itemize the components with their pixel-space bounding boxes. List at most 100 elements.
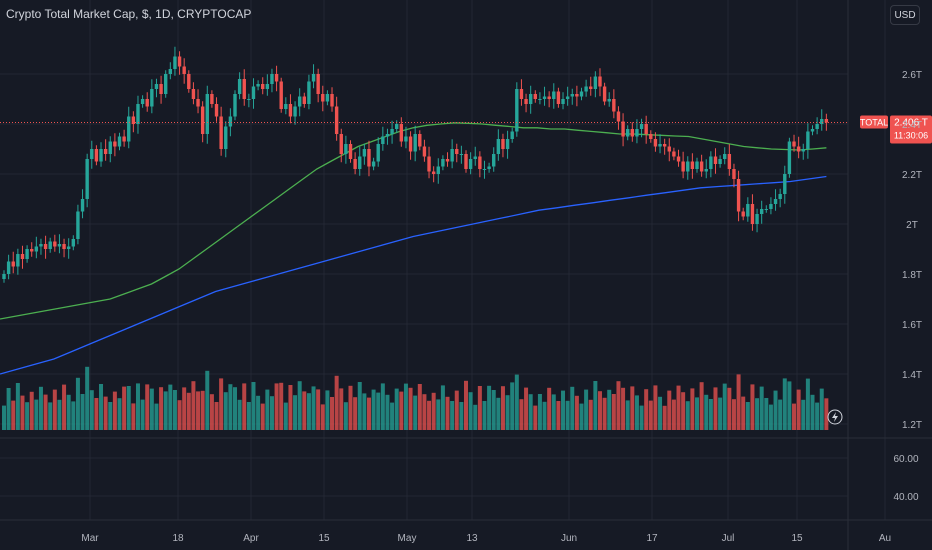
candle-body bbox=[399, 124, 404, 142]
volume-bar bbox=[380, 383, 385, 430]
volume-bar bbox=[43, 394, 48, 430]
candle-body bbox=[820, 119, 824, 124]
candle-body bbox=[487, 166, 491, 169]
moving-average-slow bbox=[0, 175, 827, 375]
candle-body bbox=[468, 159, 473, 169]
volume-bar bbox=[366, 397, 371, 430]
candle-body bbox=[441, 159, 445, 167]
candle-body bbox=[713, 156, 718, 164]
candle-body bbox=[43, 244, 48, 249]
volume-bar bbox=[205, 370, 210, 430]
candle-body bbox=[538, 99, 542, 100]
volume-bar bbox=[357, 382, 362, 430]
candle-body bbox=[85, 159, 89, 199]
volume-bar bbox=[496, 397, 501, 430]
volume-bar bbox=[574, 395, 579, 430]
candle-body bbox=[764, 209, 768, 210]
x-tick-label: Jun bbox=[561, 533, 577, 544]
volume-bar bbox=[159, 387, 164, 430]
volume-bar bbox=[251, 382, 256, 430]
candle-body bbox=[727, 154, 732, 169]
volume-bar bbox=[385, 394, 390, 430]
volume-tick-label: 60.00 bbox=[893, 454, 918, 465]
candle-body bbox=[293, 106, 297, 117]
volume-bar bbox=[741, 396, 746, 430]
candle-body bbox=[390, 129, 394, 134]
candle-body bbox=[413, 134, 417, 152]
candle-body bbox=[575, 94, 579, 97]
volume-bar bbox=[750, 384, 755, 430]
volume-bar bbox=[524, 387, 529, 430]
candle-body bbox=[284, 104, 288, 109]
candle-body bbox=[482, 169, 487, 170]
candle-body bbox=[145, 99, 149, 107]
volume-bar bbox=[491, 390, 496, 430]
candle-body bbox=[783, 174, 787, 194]
volume-bar bbox=[602, 397, 607, 430]
volume-bar bbox=[487, 385, 492, 430]
volume-bar bbox=[454, 390, 459, 430]
candle-body bbox=[418, 134, 422, 147]
volume-bar bbox=[334, 375, 339, 430]
x-tick-label: 15 bbox=[791, 533, 803, 544]
candle-body bbox=[750, 204, 755, 224]
candle-body bbox=[376, 144, 380, 162]
volume-bar bbox=[824, 398, 829, 430]
volume-bar bbox=[265, 389, 270, 430]
candle-body bbox=[796, 146, 801, 152]
candle-body bbox=[187, 74, 191, 89]
candle-body bbox=[210, 94, 214, 104]
x-tick-label: Apr bbox=[243, 533, 259, 544]
candle-body bbox=[787, 141, 792, 174]
volume-bar bbox=[330, 397, 335, 430]
volume-bar bbox=[103, 396, 108, 430]
candle-body bbox=[824, 119, 829, 123]
candle-body bbox=[307, 81, 311, 104]
volume-bar bbox=[533, 405, 538, 430]
volume-bar bbox=[611, 394, 616, 430]
volume-bar bbox=[759, 386, 764, 430]
candle-body bbox=[686, 161, 690, 172]
chart-title: Crypto Total Market Cap, $, 1D, CRYPTOCA… bbox=[6, 7, 252, 21]
countdown-timer: 11:30:06 bbox=[894, 131, 928, 141]
volume-bar bbox=[556, 401, 561, 430]
volume-bar bbox=[145, 384, 150, 430]
volume-bar bbox=[371, 389, 376, 430]
volume-bar bbox=[15, 383, 20, 430]
candle-body bbox=[237, 79, 242, 94]
candle-body bbox=[76, 211, 80, 239]
candle-body bbox=[649, 134, 653, 139]
candle-body bbox=[505, 139, 510, 149]
candle-body bbox=[39, 244, 43, 247]
candle-body bbox=[667, 146, 671, 152]
candle-body bbox=[810, 129, 815, 132]
volume-bar bbox=[764, 398, 769, 430]
volume-bar bbox=[223, 392, 228, 430]
candle-body bbox=[191, 89, 196, 99]
volume-bar bbox=[607, 389, 612, 430]
volume-bar bbox=[630, 386, 635, 430]
volume-bar bbox=[792, 403, 797, 430]
candle-body bbox=[140, 99, 145, 104]
candle-body bbox=[297, 96, 302, 107]
candle-body bbox=[515, 89, 519, 132]
volume-bar bbox=[256, 395, 261, 430]
candle-body bbox=[459, 154, 464, 155]
volume-bar bbox=[348, 385, 353, 430]
candle-body bbox=[755, 214, 759, 224]
volume-bar bbox=[219, 378, 224, 430]
volume-bar bbox=[547, 387, 552, 430]
candle-body bbox=[279, 81, 283, 109]
candle-body bbox=[676, 156, 681, 162]
candle-body bbox=[233, 94, 237, 117]
volume-bar bbox=[755, 398, 760, 430]
volume-bar bbox=[80, 394, 85, 430]
volume-bar bbox=[274, 383, 279, 430]
volume-bar bbox=[343, 402, 348, 430]
volume-bar bbox=[48, 402, 53, 430]
candle-body bbox=[552, 91, 556, 99]
candle-body bbox=[122, 136, 126, 142]
currency-button[interactable]: USD bbox=[890, 5, 920, 25]
candle-body bbox=[695, 161, 699, 169]
